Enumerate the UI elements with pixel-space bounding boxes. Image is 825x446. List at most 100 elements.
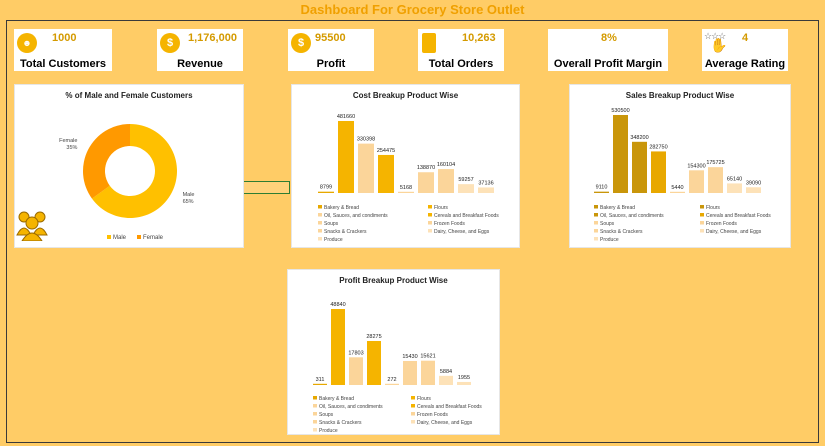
bar-data-label: 272 <box>387 377 396 383</box>
people-icon: ☻ <box>17 33 37 53</box>
order-form-icon <box>422 33 436 53</box>
bar-data-label: 530500 <box>611 108 629 114</box>
bar-data-label: 9110 <box>596 185 608 191</box>
connector-line <box>244 181 290 194</box>
bar[interactable] <box>439 375 453 385</box>
legend-swatch <box>411 412 415 416</box>
bar[interactable] <box>378 154 394 193</box>
legend-label: Produce <box>600 237 619 243</box>
legend-swatch <box>411 420 415 424</box>
kpi-value: 1000 <box>52 32 77 44</box>
bar[interactable] <box>403 360 417 385</box>
legend-label: Oil, Sauces, and condiments <box>600 213 664 219</box>
legend-label: Snacks & Crackers <box>324 229 367 235</box>
kpi-overall-profit-margin[interactable]: 8% Overall Profit Margin <box>548 29 668 71</box>
bar[interactable] <box>318 191 334 193</box>
dashboard-title: Dashboard For Grocery Store Outlet <box>300 2 525 17</box>
legend-label: Soups <box>600 221 615 227</box>
bar-data-label: 48840 <box>330 302 345 308</box>
dollar-coin-icon: $ <box>160 33 180 53</box>
legend-label: Frozen Foods <box>417 412 448 418</box>
legend-swatch <box>594 205 598 209</box>
kpi-total-orders[interactable]: 10,263 Total Orders <box>418 29 504 71</box>
bar-data-label: 5884 <box>440 369 452 375</box>
pie-slice-female[interactable] <box>83 124 130 199</box>
pie-data-label: Female <box>59 138 77 144</box>
bar-data-label: 65140 <box>727 176 742 182</box>
bar-data-label: 15430 <box>402 354 417 360</box>
kpi-total-customers[interactable]: ☻ 1000 Total Customers <box>14 29 112 71</box>
bar-data-label: 175725 <box>706 160 724 166</box>
bar[interactable] <box>418 172 434 193</box>
bar-data-label: 5440 <box>671 185 683 191</box>
legend-label: Bakery & Bread <box>600 205 635 211</box>
bar[interactable] <box>367 341 381 385</box>
bar[interactable] <box>398 191 414 193</box>
kpi-average-rating[interactable]: ☆☆☆ ✋ 4 Average Rating <box>702 29 788 71</box>
bar[interactable] <box>458 184 474 193</box>
legend-swatch <box>428 213 432 217</box>
bar[interactable] <box>457 381 471 385</box>
bar[interactable] <box>421 360 435 385</box>
bar[interactable] <box>385 383 399 385</box>
bar[interactable] <box>313 383 327 385</box>
legend-swatch <box>313 412 317 416</box>
legend-label: Produce <box>319 428 338 434</box>
bar[interactable] <box>613 115 628 193</box>
legend-label: Oil, Sauces, and condiments <box>319 404 383 410</box>
sales-chart-panel[interactable]: Sales Breakup Product Wise 9110 530500 348… <box>569 84 791 248</box>
kpi-value: 8% <box>601 32 617 44</box>
kpi-value: 10,263 <box>462 32 496 44</box>
profit-chart-panel[interactable]: Profit Breakup Product Wise 311 48840 1780… <box>287 269 500 435</box>
bar[interactable] <box>651 151 666 193</box>
bar-data-label: 15621 <box>420 354 435 360</box>
bar[interactable] <box>594 191 609 193</box>
bar-data-label: 311 <box>316 377 325 383</box>
legend-label: Male <box>113 235 127 241</box>
bar-data-label: 348200 <box>630 135 648 141</box>
kpi-profit[interactable]: $ 95500 Profit <box>288 29 374 71</box>
kpi-label: Revenue <box>177 58 223 70</box>
kpi-label: Total Customers <box>20 58 106 70</box>
bar[interactable] <box>632 141 647 193</box>
legend-swatch <box>700 213 704 217</box>
bar[interactable] <box>349 357 363 385</box>
star-rating-icon: ☆☆☆ ✋ <box>704 31 727 53</box>
legend-label: Flours <box>417 396 431 402</box>
legend-swatch <box>594 213 598 217</box>
bar[interactable] <box>670 191 685 193</box>
kpi-revenue[interactable]: $ 1,176,000 Revenue <box>157 29 243 71</box>
legend-swatch <box>318 221 322 225</box>
kpi-label: Profit <box>316 58 346 70</box>
bar[interactable] <box>746 187 761 193</box>
legend-swatch <box>594 229 598 233</box>
legend-label: Cereals and Breakfast Foods <box>434 213 499 219</box>
customers-people-icon <box>16 211 48 241</box>
kpi-value: 4 <box>742 32 749 44</box>
bar[interactable] <box>338 121 354 193</box>
bar-data-label: 5168 <box>400 185 412 191</box>
bar-data-label: 138870 <box>417 165 435 171</box>
gender-chart-panel[interactable]: % of Male and Female Customers Male 65% Fe… <box>14 84 244 248</box>
bar[interactable] <box>358 143 374 193</box>
chart-title: % of Male and Female Customers <box>65 91 193 100</box>
cost-chart-panel[interactable]: Cost Breakup Product Wise 8799 481660 3303… <box>291 84 520 248</box>
bar[interactable] <box>438 169 454 193</box>
legend-swatch <box>428 229 432 233</box>
legend-swatch <box>313 396 317 400</box>
bar-data-label: 481660 <box>337 114 355 120</box>
bar[interactable] <box>331 309 345 385</box>
bar[interactable] <box>689 170 704 193</box>
bar[interactable] <box>727 183 742 193</box>
legend-label: Bakery & Bread <box>324 205 359 211</box>
legend-label: Bakery & Bread <box>319 396 354 402</box>
pie-data-label: Male <box>183 192 195 198</box>
bar[interactable] <box>708 167 723 193</box>
bar[interactable] <box>478 187 494 193</box>
bar-data-label: 254475 <box>377 148 395 154</box>
pie-slice-male[interactable] <box>91 124 177 219</box>
legend-swatch <box>318 237 322 241</box>
bar-data-label: 282750 <box>649 144 667 150</box>
